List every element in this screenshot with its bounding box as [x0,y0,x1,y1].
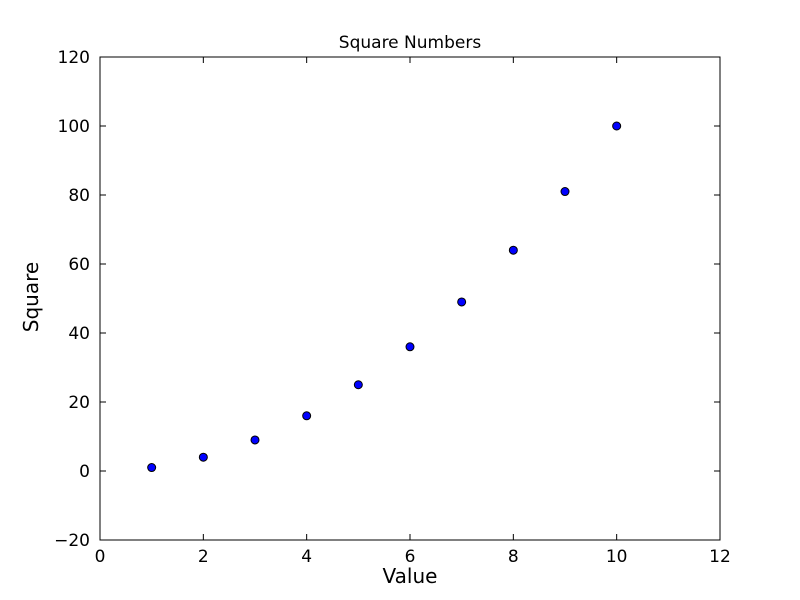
x-tick-label: 4 [301,547,312,567]
y-tick-label: 40 [68,324,90,344]
x-axis-label: Value [382,564,438,588]
data-point [353,380,363,390]
y-tick-label: 120 [58,48,90,68]
y-tick-label: 0 [79,462,90,482]
data-point [147,463,157,473]
data-point [612,121,622,131]
x-tick-label: 6 [405,547,416,567]
x-tick-label: 2 [198,547,209,567]
x-tick-label: 10 [606,547,628,567]
data-point [405,342,415,352]
y-tick-label: 100 [58,117,90,137]
data-point [508,245,518,255]
y-tick-label: 80 [68,186,90,206]
chart-title: Square Numbers [338,33,482,53]
y-tick-label: 60 [68,255,90,275]
x-tick-label: 8 [508,547,519,567]
data-point [250,435,260,445]
x-tick-label: 12 [709,547,731,567]
y-tick-label: −20 [54,531,90,551]
y-tick-label: 20 [68,393,90,413]
data-point [302,411,312,421]
x-tick-label: 0 [95,547,106,567]
data-point [457,297,467,307]
axes-frame [99,56,721,541]
data-point [198,452,208,462]
data-point [560,187,570,197]
